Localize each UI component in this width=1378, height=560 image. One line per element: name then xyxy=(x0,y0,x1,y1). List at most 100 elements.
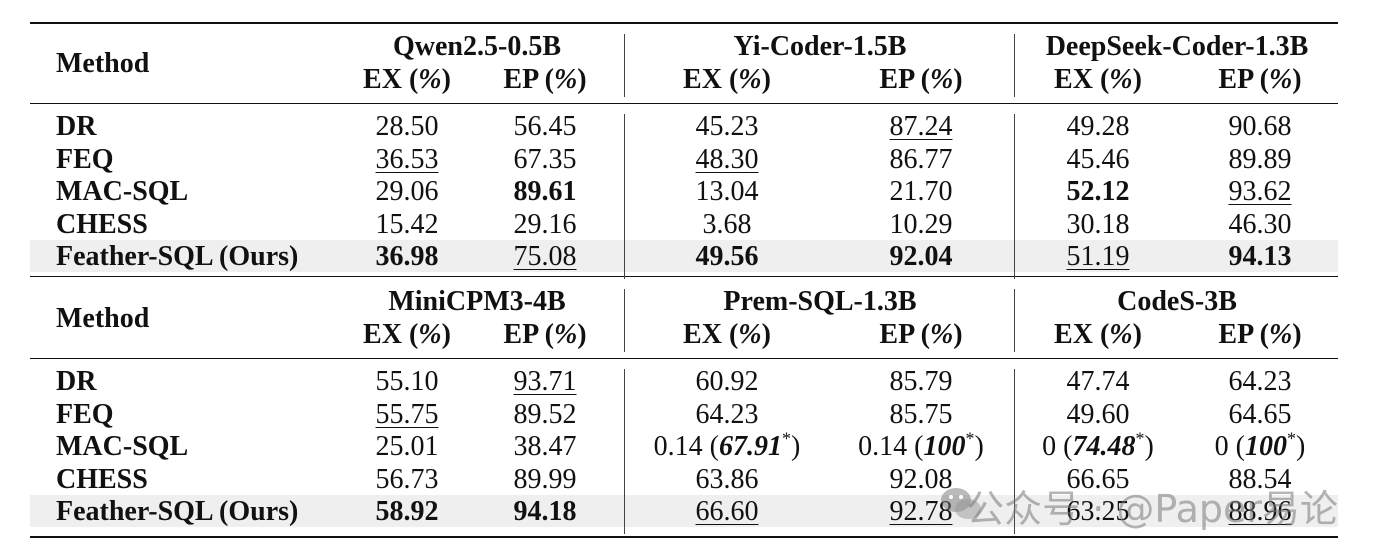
group-divider xyxy=(624,114,625,279)
method-header: Method xyxy=(56,48,150,79)
table-cell: 93.62 xyxy=(1229,176,1292,208)
cell-value: 75.08 xyxy=(513,241,577,272)
cell-value: 36.53 xyxy=(375,143,439,175)
cell-value: 52.12 xyxy=(1066,176,1130,207)
cell-value: 66.65 xyxy=(1066,463,1130,495)
cell-value: 64.23 xyxy=(695,398,759,430)
table-cell: 45.23 xyxy=(696,111,759,143)
model-header: DeepSeek-Coder-1.3B xyxy=(1045,31,1309,62)
cell-value: 49.60 xyxy=(1066,398,1130,430)
table-cell: 55.10 xyxy=(376,366,439,398)
cell-value: 93.62 xyxy=(1228,176,1292,207)
table-cell: 36.98 xyxy=(376,241,439,273)
header-rule-1 xyxy=(30,103,1338,104)
group-divider xyxy=(1014,114,1015,279)
table-cell: 56.73 xyxy=(376,464,439,496)
group-divider xyxy=(1014,289,1015,352)
table-cell: 3.68 xyxy=(703,209,752,241)
table-cell: 94.13 xyxy=(1229,241,1292,273)
ep-header: EP (%) xyxy=(503,319,587,350)
group-divider xyxy=(1014,369,1015,534)
table-cell: 45.46 xyxy=(1067,144,1130,176)
ep-header: EP (%) xyxy=(1218,319,1302,350)
table-cell: 92.08 xyxy=(890,464,953,496)
table-cell: 51.19 xyxy=(1067,241,1130,273)
table-cell: 30.18 xyxy=(1067,209,1130,241)
header-rule-2 xyxy=(30,358,1338,359)
model-header: Yi-Coder-1.5B xyxy=(733,31,907,62)
table-cell: 64.65 xyxy=(1229,399,1292,431)
method-name: DR xyxy=(56,111,97,142)
cell-value: 51.19 xyxy=(1066,241,1130,272)
cell-value: 58.92 xyxy=(375,496,439,527)
footnote-star: * xyxy=(1287,428,1296,449)
table-cell: 93.71 xyxy=(514,366,577,398)
cell-value: 89.89 xyxy=(1228,143,1292,175)
cell-value: 10.29 xyxy=(889,208,953,240)
cell-value: 88.96 xyxy=(1228,496,1292,527)
cell-value: 92.04 xyxy=(889,241,953,272)
cell-value: 63.86 xyxy=(695,463,759,495)
cell-value: 89.61 xyxy=(513,176,577,207)
cell-value: 38.47 xyxy=(513,431,577,462)
table-cell: 66.65 xyxy=(1067,464,1130,496)
ep-header: EP (%) xyxy=(503,64,587,95)
ex-header: EX (%) xyxy=(363,64,451,95)
table-cell: 0 (74.48*) xyxy=(1042,428,1154,462)
table-cell: 48.30 xyxy=(696,144,759,176)
table-cell: 86.77 xyxy=(890,144,953,176)
watermark-text: 公众号 · @Paper易论 xyxy=(966,487,1338,531)
cell-paren-value: 100 xyxy=(923,431,966,462)
ex-header: EX (%) xyxy=(1054,64,1142,95)
table-cell: 88.54 xyxy=(1229,464,1292,496)
cell-value: 94.18 xyxy=(513,496,577,527)
table-cell: 67.35 xyxy=(514,144,577,176)
footnote-star: * xyxy=(782,428,791,449)
cell-value: 48.30 xyxy=(695,143,759,175)
table-cell: 36.53 xyxy=(376,144,439,176)
model-header: MiniCPM3-4B xyxy=(388,286,566,317)
table-cell: 89.89 xyxy=(1229,144,1292,176)
cell-value: 30.18 xyxy=(1066,208,1130,240)
table-cell: 64.23 xyxy=(1229,366,1292,398)
method-name: DR xyxy=(56,366,97,397)
table-cell: 66.60 xyxy=(696,496,759,528)
method-name: FEQ xyxy=(56,398,114,430)
ex-header: EX (%) xyxy=(1054,319,1142,350)
cell-value: 86.77 xyxy=(889,143,953,175)
cell-value: 64.23 xyxy=(1228,366,1292,397)
footnote-star: * xyxy=(965,428,975,449)
cell-value: 0 xyxy=(1042,431,1057,462)
cell-value: 60.92 xyxy=(695,366,759,397)
cell-value: 64.65 xyxy=(1228,398,1292,430)
method-name: MAC-SQL xyxy=(56,431,189,462)
cell-value: 21.70 xyxy=(889,176,953,207)
table-cell: 56.45 xyxy=(514,111,577,143)
cell-value: 85.75 xyxy=(889,398,953,430)
table-cell: 85.75 xyxy=(890,399,953,431)
cell-value: 0.14 xyxy=(653,431,703,462)
cell-value: 66.60 xyxy=(695,496,759,527)
table-cell: 0.14 (67.91*) xyxy=(653,428,801,462)
table-cell: 89.52 xyxy=(514,399,577,431)
table-cell: 60.92 xyxy=(696,366,759,398)
table-cell: 15.42 xyxy=(376,209,439,241)
cell-value: 89.52 xyxy=(513,398,577,430)
cell-value: 89.99 xyxy=(513,463,577,495)
cell-value: 87.24 xyxy=(889,111,953,142)
table-cell: 25.01 xyxy=(376,431,439,463)
cell-value: 28.50 xyxy=(375,111,439,142)
table-cell: 52.12 xyxy=(1067,176,1130,208)
ex-header: EX (%) xyxy=(363,319,451,350)
wechat-icon xyxy=(941,488,981,519)
top-rule xyxy=(30,22,1338,24)
table-cell: 47.74 xyxy=(1067,366,1130,398)
method-name: CHESS xyxy=(56,463,148,495)
cell-value: 29.16 xyxy=(513,208,577,240)
cell-value: 92.08 xyxy=(889,463,953,495)
table-cell: 46.30 xyxy=(1229,209,1292,241)
method-name: FEQ xyxy=(56,143,114,175)
group-divider xyxy=(624,369,625,534)
bottom-rule xyxy=(30,536,1338,538)
cell-paren-value: 100 xyxy=(1245,431,1287,462)
